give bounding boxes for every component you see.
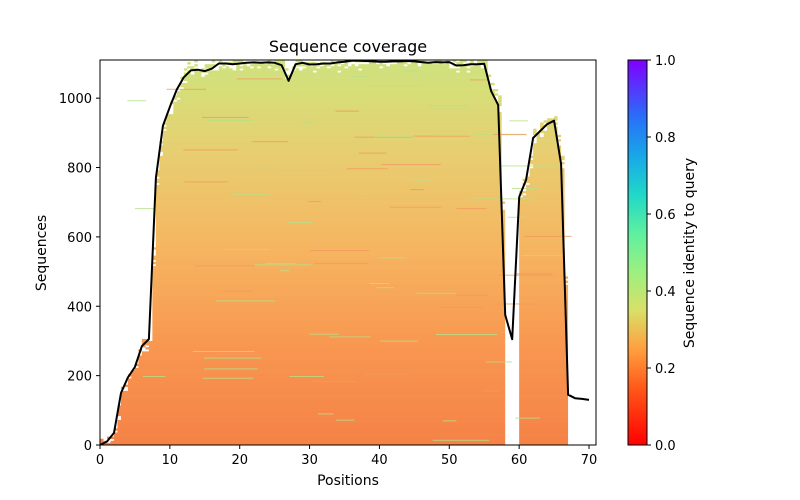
colorbar-tick-label: 0.4: [655, 285, 676, 300]
coverage-line: [100, 60, 590, 445]
x-axis: 0 10 20 30 40 50 60 70: [96, 445, 597, 468]
y-axis: 0 200 400 600 800 1000: [59, 92, 100, 454]
y-tick-label: 1000: [59, 92, 92, 107]
colorbar-label: Sequence identity to query: [682, 158, 698, 348]
colorbar: [627, 59, 648, 446]
y-axis-label: Sequences: [34, 215, 50, 291]
coverage-layer: [100, 60, 590, 445]
x-axis-label: Positions: [317, 473, 379, 489]
y-tick-label: 200: [67, 370, 92, 385]
y-tick-label: 400: [67, 300, 92, 315]
x-tick-label: 60: [511, 453, 528, 468]
x-tick-label: 50: [441, 453, 458, 468]
x-tick-label: 30: [301, 453, 318, 468]
x-tick-label: 20: [231, 453, 248, 468]
plot-frame: [99, 59, 597, 446]
colorbar-tick-label: 1.0: [655, 54, 676, 69]
colorbar-tick-label: 0.0: [655, 439, 676, 454]
colorbar-tick-label: 0.8: [655, 131, 676, 146]
x-tick-label: 10: [162, 453, 179, 468]
x-tick-label: 40: [371, 453, 388, 468]
y-tick-label: 0: [84, 439, 92, 454]
colorbar-tick-label: 0.2: [655, 362, 676, 377]
x-tick-label: 70: [581, 453, 598, 468]
x-tick-label: 0: [96, 453, 104, 468]
chart-title: Sequence coverage: [269, 37, 427, 56]
heatmap-area: [100, 60, 572, 445]
y-tick-label: 600: [67, 231, 92, 246]
y-tick-label: 800: [67, 162, 92, 177]
colorbar-axis: 0.0 0.2 0.4 0.6 0.8 1.0: [647, 54, 676, 454]
colorbar-tick-label: 0.6: [655, 208, 676, 223]
